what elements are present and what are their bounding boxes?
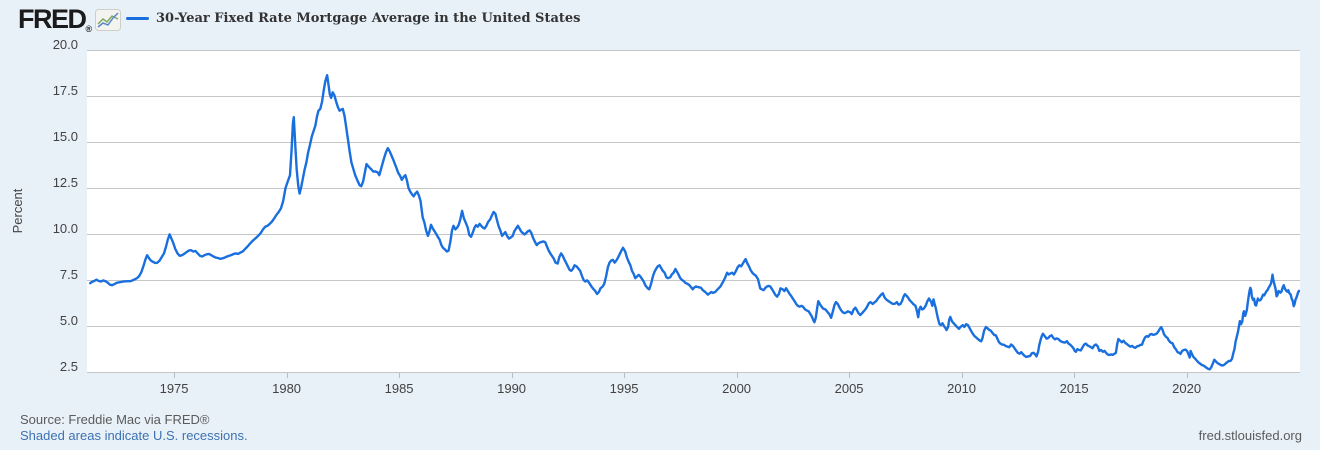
y-axis-title: Percent	[10, 188, 25, 234]
fred-sparkline-icon	[95, 9, 121, 31]
x-tick-mark	[737, 373, 738, 378]
y-tick-label: 5.0	[59, 313, 78, 329]
mortgage-rate-line	[89, 74, 1300, 371]
y-tick-label: 20.0	[52, 37, 78, 52]
fred-logo-text: FRED	[18, 4, 87, 34]
x-tick-mark	[287, 373, 288, 378]
legend-label: 30-Year Fixed Rate Mortgage Average in t…	[156, 11, 581, 26]
x-tick-mark	[962, 373, 963, 378]
x-tick-label: 2000	[722, 381, 752, 396]
x-tick-label: 1995	[609, 381, 639, 396]
gridlines	[87, 50, 1300, 373]
fred-logo[interactable]: FRED®	[18, 4, 92, 35]
y-tick-label: 15.0	[52, 129, 78, 145]
x-tick-mark	[399, 373, 400, 378]
fred-site-link[interactable]: fred.stlouisfed.org	[1198, 428, 1302, 443]
y-tick-label: 7.5	[59, 267, 78, 283]
x-tick-mark	[624, 373, 625, 378]
x-tick-mark	[849, 373, 850, 378]
x-tick-label: 2015	[1059, 381, 1089, 396]
y-tick-label: 12.5	[52, 175, 78, 191]
legend-item[interactable]: 30-Year Fixed Rate Mortgage Average in t…	[126, 11, 580, 26]
x-tick-label: 2020	[1172, 381, 1202, 396]
x-tick-label: 1975	[159, 381, 189, 396]
x-tick-label: 1980	[272, 381, 302, 396]
x-tick-mark	[1187, 373, 1188, 378]
x-tick-label: 2005	[834, 381, 864, 396]
x-tick-label: 1985	[384, 381, 414, 396]
plot-background	[87, 50, 1300, 373]
x-tick-mark	[512, 373, 513, 378]
y-tick-label: 2.5	[59, 359, 78, 375]
y-tick-label: 10.0	[52, 221, 78, 237]
recessions-note-link[interactable]: Shaded areas indicate U.S. recessions.	[20, 428, 248, 443]
registered-mark: ®	[85, 24, 93, 34]
y-tick-label: 17.5	[52, 83, 78, 98]
x-tick-label: 2010	[947, 381, 977, 396]
x-tick-mark	[1074, 373, 1075, 378]
x-tick-mark	[174, 373, 175, 378]
legend-line-swatch	[126, 17, 149, 20]
x-tick-label: 1990	[497, 381, 527, 396]
chart-plot-area[interactable]	[87, 50, 1300, 379]
source-note: Source: Freddie Mac via FRED®	[20, 412, 210, 427]
